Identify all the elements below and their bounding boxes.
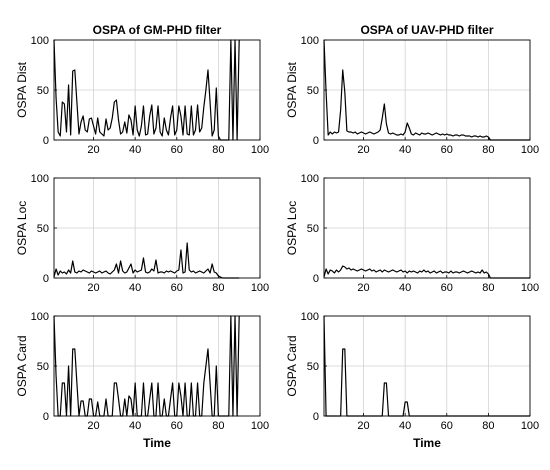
x-tick-label: 20 [87, 144, 99, 156]
series-line-1 [53, 39, 240, 141]
y-tick-label: 100 [301, 173, 319, 185]
x-tick-label: 40 [129, 144, 141, 156]
y-axis-label: OSPA Card [15, 335, 29, 396]
chart-panel-1: 20 40 60 80 100 0 50 100 OSPA of GM-PHD filter OS… [15, 23, 269, 156]
x-axis-label: Time [143, 436, 171, 450]
y-axis-label: OSPA Card [285, 335, 299, 396]
x-tick-label: 100 [521, 420, 539, 432]
y-tick-label: 100 [31, 311, 49, 323]
x-tick-label: 80 [482, 144, 494, 156]
x-tick-label: 80 [482, 282, 494, 294]
x-tick-label: 20 [357, 420, 369, 432]
x-tick-label: 60 [441, 282, 453, 294]
y-tick-label: 0 [313, 135, 319, 147]
x-tick-label: 100 [251, 144, 269, 156]
y-tick-label: 0 [313, 411, 319, 423]
y-tick-label: 0 [43, 135, 49, 147]
x-tick-label: 80 [212, 144, 224, 156]
y-tick-label: 0 [43, 273, 49, 285]
x-tick-label: 40 [399, 144, 411, 156]
x-tick-label: 60 [171, 282, 183, 294]
x-tick-label: 40 [399, 282, 411, 294]
x-tick-label: 100 [521, 282, 539, 294]
x-axis-label: Time [413, 436, 441, 450]
chart-title: OSPA of GM-PHD filter [93, 23, 222, 37]
y-tick-label: 100 [31, 35, 49, 47]
y-axis-label: OSPA Dist [285, 61, 299, 117]
y-tick-label: 100 [301, 311, 319, 323]
x-tick-label: 60 [171, 420, 183, 432]
y-tick-label: 50 [307, 85, 319, 97]
x-tick-label: 20 [357, 282, 369, 294]
y-tick-label: 50 [37, 361, 49, 373]
y-axis-label: OSPA Dist [15, 61, 29, 117]
x-tick-label: 60 [171, 144, 183, 156]
x-tick-label: 20 [87, 420, 99, 432]
x-tick-label: 20 [357, 144, 369, 156]
x-tick-label: 60 [441, 144, 453, 156]
chart-panel-2: 20 40 60 80 100 0 50 100 OSPA of UAV-PHD filter O… [285, 23, 539, 156]
y-tick-label: 0 [313, 273, 319, 285]
series-line-4 [323, 265, 530, 279]
y-tick-label: 100 [31, 173, 49, 185]
x-tick-label: 80 [482, 420, 494, 432]
x-tick-label: 40 [129, 282, 141, 294]
x-tick-label: 20 [87, 282, 99, 294]
series-line-3 [53, 242, 240, 279]
y-axis-label: OSPA Loc [15, 201, 29, 255]
y-tick-label: 50 [307, 223, 319, 235]
x-tick-label: 100 [251, 420, 269, 432]
y-tick-label: 50 [37, 85, 49, 97]
y-tick-label: 100 [301, 35, 319, 47]
x-tick-label: 80 [212, 420, 224, 432]
y-axis-label: OSPA Loc [285, 201, 299, 255]
x-tick-label: 40 [129, 420, 141, 432]
x-tick-label: 40 [399, 420, 411, 432]
chart-panel-3: 20 40 60 80 100 0 50 100 OSPA Loc [15, 173, 269, 294]
chart-panel-4: 20 40 60 80 100 0 50 100 OSPA Loc [285, 173, 539, 294]
x-tick-label: 80 [212, 282, 224, 294]
x-tick-label: 60 [441, 420, 453, 432]
y-tick-label: 50 [307, 361, 319, 373]
x-tick-label: 100 [521, 144, 539, 156]
x-tick-label: 100 [251, 282, 269, 294]
chart-title: OSPA of UAV-PHD filter [360, 23, 493, 37]
y-tick-label: 0 [43, 411, 49, 423]
y-tick-label: 50 [37, 223, 49, 235]
